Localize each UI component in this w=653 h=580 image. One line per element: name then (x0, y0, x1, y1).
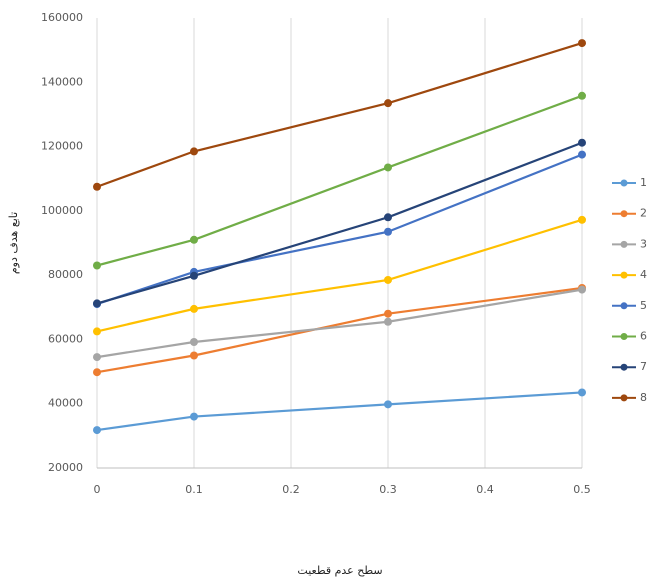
line (96, 42, 583, 188)
y-tick-label: 100000 (41, 204, 83, 217)
point (93, 299, 101, 308)
legend-marker (620, 363, 628, 371)
x-tick-label: 0.3 (379, 483, 397, 496)
point (190, 235, 198, 244)
point (93, 261, 101, 270)
point (93, 353, 101, 362)
y-tick-label: 60000 (48, 332, 83, 345)
legend-marker (620, 271, 628, 279)
x-tick-label: 0.2 (282, 483, 300, 496)
line (96, 288, 583, 359)
line (96, 94, 583, 267)
legend-label: 6 (640, 330, 647, 343)
y-tick-label: 120000 (41, 140, 83, 153)
point (578, 39, 586, 48)
y-tick-label: 140000 (41, 75, 83, 88)
point (578, 150, 586, 159)
legend-marker (620, 240, 628, 248)
legend-marker (620, 302, 628, 310)
point (384, 400, 392, 409)
line (96, 391, 583, 432)
point (384, 213, 392, 222)
point (93, 182, 101, 191)
y-tick-label: 20000 (48, 461, 83, 474)
legend-label: 1 (640, 176, 647, 189)
x-tick-label: 0.4 (476, 483, 494, 496)
point (190, 412, 198, 421)
point (93, 368, 101, 377)
point (578, 285, 586, 294)
point (190, 271, 198, 280)
legend-label: 8 (640, 391, 647, 404)
legend-label: 3 (640, 237, 647, 250)
legend-marker (620, 210, 628, 218)
legend-marker (620, 333, 628, 340)
y-axis-title: تابع هدف دوم (7, 212, 20, 274)
legend-label: 2 (640, 207, 647, 220)
y-tick-label: 80000 (48, 268, 83, 281)
point (384, 317, 392, 326)
line (96, 218, 583, 333)
legend-marker (620, 179, 628, 187)
point (384, 99, 392, 108)
y-tick-label: 160000 (41, 11, 83, 24)
point (384, 227, 392, 236)
point (93, 327, 101, 336)
point (190, 338, 198, 346)
point (578, 215, 586, 224)
point (190, 304, 198, 313)
line (96, 286, 583, 374)
point (190, 351, 198, 360)
y-tick-label: 40000 (48, 397, 83, 410)
point (578, 138, 586, 147)
x-axis-title: سطح عدم قطعیت (297, 564, 382, 577)
point (190, 147, 198, 156)
point (384, 309, 392, 318)
point (578, 388, 586, 397)
line (96, 153, 583, 306)
x-tick-label: 0.1 (185, 483, 203, 496)
point (578, 91, 586, 100)
legend-label: 4 (640, 268, 647, 281)
point (93, 426, 101, 435)
legend-label: 5 (640, 299, 647, 312)
point (384, 275, 392, 284)
line (96, 141, 583, 305)
x-tick-label: 0.5 (573, 483, 591, 496)
legend-marker (620, 394, 628, 402)
legend-label: 7 (640, 360, 647, 373)
point (384, 163, 392, 172)
x-tick-label: 0 (94, 483, 101, 496)
